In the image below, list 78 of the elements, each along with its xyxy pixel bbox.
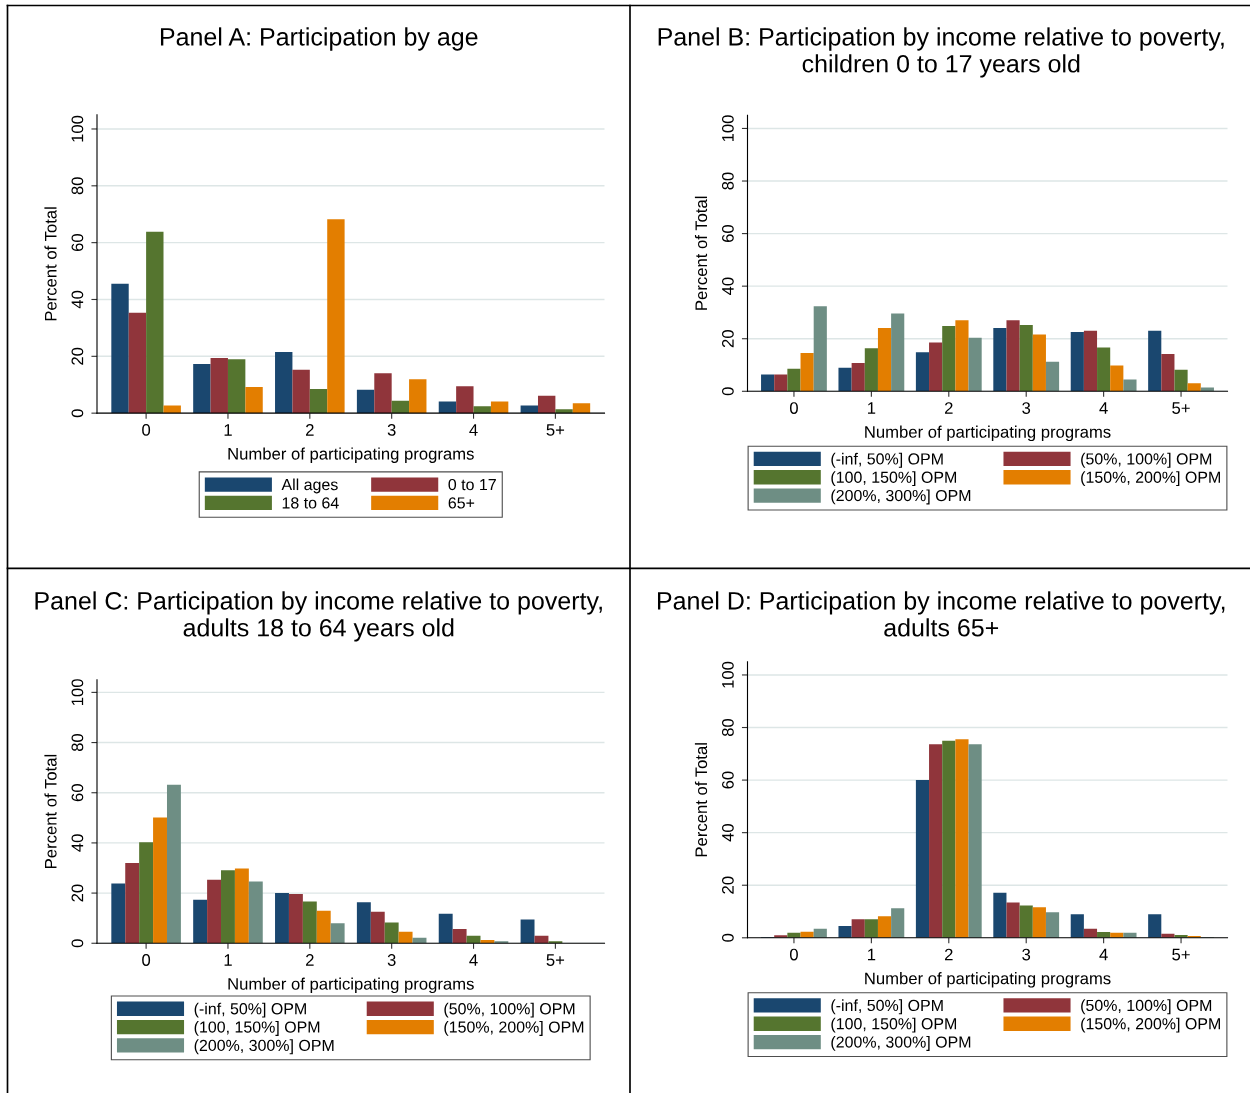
legend-label: (50%, 100%] OPM	[1081, 999, 1212, 1015]
y-tick-label: 100	[71, 115, 84, 142]
y-tick-label: 80	[71, 177, 84, 195]
legend-label: (150%, 200%] OPM	[1081, 1017, 1220, 1033]
y-tick-label: 80	[721, 172, 734, 190]
x-tick-label: 2	[306, 424, 314, 436]
y-axis-title: Percent of Total	[694, 196, 708, 310]
x-tick-label: 5+	[1172, 948, 1190, 961]
x-tick-label: 3	[1022, 402, 1031, 414]
y-tick-label: 40	[71, 290, 84, 309]
x-axis-title: Number of participating programs	[865, 425, 1111, 442]
y-tick-label: 40	[721, 277, 734, 296]
legend-label: (50%, 100%] OPM	[1081, 452, 1212, 468]
legend-label: (200%, 300%] OPM	[831, 489, 971, 505]
legend-label: (100, 150%] OPM	[194, 1020, 320, 1036]
legend-label: (-inf, 50%] OPM	[831, 452, 943, 468]
x-tick-label: 5+	[546, 954, 565, 966]
x-tick-label: 5+	[1172, 402, 1190, 414]
x-tick-label: 1	[868, 948, 876, 961]
y-tick-label: 60	[721, 771, 734, 789]
x-tick-label: 1	[224, 954, 232, 966]
legend-label: (-inf, 50%] OPM	[194, 1002, 306, 1018]
x-tick-label: 3	[387, 424, 396, 436]
x-axis-title: Number of participating programs	[228, 977, 474, 994]
legend-label: (100, 150%] OPM	[831, 471, 957, 487]
y-tick-label: 20	[721, 330, 734, 348]
y-tick-label: 20	[71, 347, 84, 365]
chart-title: Panel A: Participation by age	[160, 27, 478, 51]
legend-label: (150%, 200%] OPM	[1081, 471, 1220, 487]
legend-label: (50%, 100%] OPM	[444, 1002, 575, 1018]
legend-label: 65+	[448, 497, 475, 509]
x-tick-label: 3	[387, 954, 396, 966]
y-tick-label: 40	[71, 834, 84, 852]
legend-label: (150%, 200%] OPM	[444, 1020, 584, 1036]
x-tick-label: 5+	[546, 424, 565, 436]
y-tick-label: 0	[71, 939, 84, 948]
y-tick-label: 100	[721, 661, 734, 688]
y-axis-title: Percent of Total	[694, 743, 708, 857]
legend-label: 18 to 64	[282, 497, 339, 509]
chart-title: Panel C: Participation by income relative to poverty, adults 18 to 64 years old	[35, 591, 602, 642]
x-tick-label: 4	[469, 424, 478, 436]
x-axis-title: Number of participating programs	[865, 972, 1111, 988]
legend-label: (200%, 300%] OPM	[194, 1039, 334, 1055]
x-tick-label: 3	[1022, 948, 1031, 961]
y-tick-label: 60	[721, 224, 734, 243]
y-tick-label: 100	[71, 679, 84, 706]
legend-label: (-inf, 50%] OPM	[831, 999, 943, 1015]
y-axis-title: Percent of Total	[44, 207, 57, 321]
x-axis-title: Number of participating programs	[228, 447, 474, 463]
x-tick-label: 0	[142, 954, 151, 966]
x-tick-label: 2	[306, 954, 314, 966]
y-tick-label: 60	[71, 784, 84, 802]
x-tick-label: 0	[142, 424, 151, 436]
x-tick-label: 4	[1099, 402, 1108, 414]
legend-label: 0 to 17	[448, 478, 496, 491]
legend-label: All ages	[281, 478, 338, 494]
x-tick-label: 1	[224, 424, 232, 436]
x-tick-label: 4	[469, 954, 478, 966]
x-tick-label: 2	[944, 948, 953, 961]
y-tick-label: 0	[721, 933, 734, 942]
y-tick-label: 80	[71, 733, 84, 752]
chart-title: Panel D: Participation by income relative to poverty, adults 65+	[657, 591, 1225, 637]
y-tick-label: 40	[721, 824, 734, 842]
y-tick-label: 80	[721, 718, 734, 737]
y-tick-label: 100	[721, 115, 734, 142]
x-tick-label: 4	[1099, 948, 1108, 961]
legend-label: (100, 150%] OPM	[831, 1017, 957, 1033]
x-tick-label: 2	[944, 402, 953, 414]
y-tick-label: 60	[71, 234, 84, 252]
x-tick-label: 1	[868, 402, 876, 414]
y-axis-title: Percent of Total	[44, 754, 57, 868]
x-tick-label: 0	[789, 948, 798, 961]
x-tick-label: 0	[789, 402, 798, 414]
y-tick-label: 20	[721, 876, 734, 894]
y-tick-label: 0	[721, 387, 734, 396]
y-tick-label: 20	[71, 884, 84, 902]
chart-title: Panel B: Participation by income relative to poverty, children 0 to 17 years old	[658, 27, 1224, 78]
legend-label: (200%, 300%] OPM	[831, 1035, 971, 1051]
